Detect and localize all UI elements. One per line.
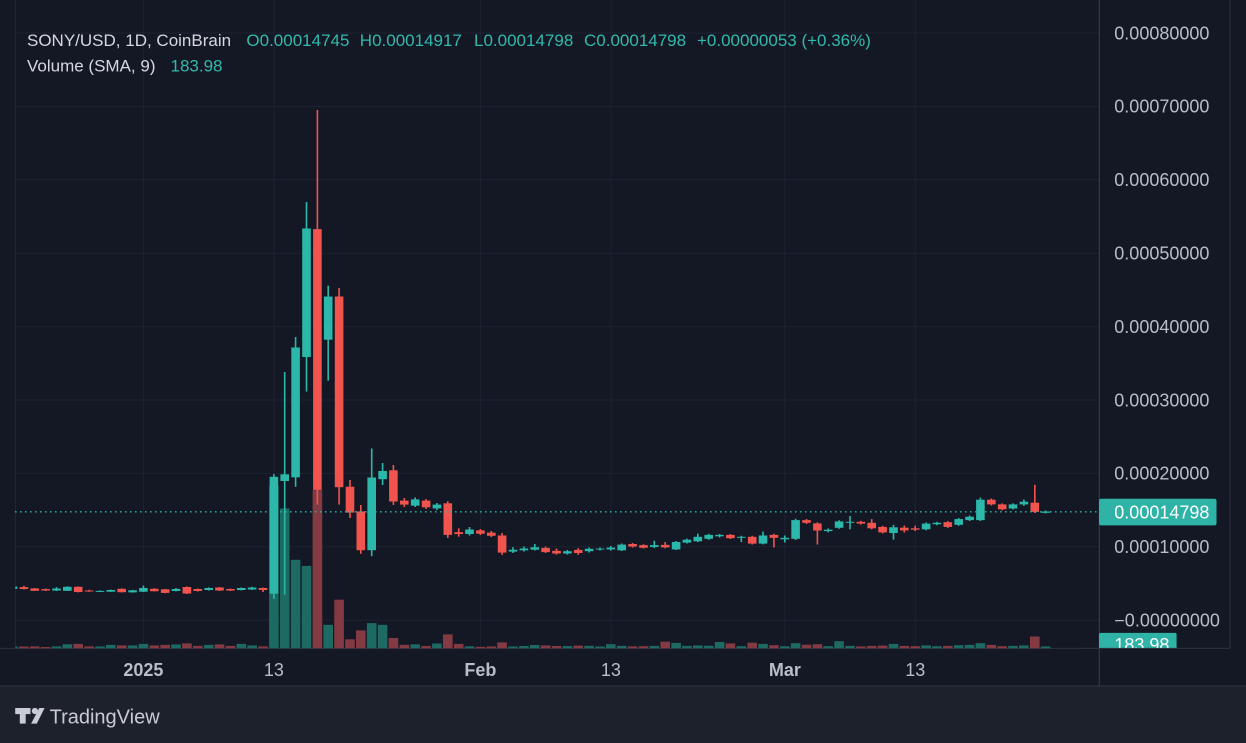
svg-text:183.98: 183.98 [171, 57, 223, 76]
svg-text:0.00080000: 0.00080000 [1114, 23, 1209, 43]
svg-text:0.00014798: 0.00014798 [1114, 502, 1209, 522]
svg-text:2025: 2025 [123, 660, 163, 680]
svg-text:0.00070000: 0.00070000 [1114, 97, 1209, 117]
svg-text:−0.00000000: −0.00000000 [1114, 611, 1220, 631]
svg-text:0.00060000: 0.00060000 [1114, 170, 1209, 190]
svg-text:0.00050000: 0.00050000 [1114, 244, 1209, 264]
svg-text:0.00020000: 0.00020000 [1114, 464, 1209, 484]
svg-text:SONY/USD, 1D, CoinBrain: SONY/USD, 1D, CoinBrain [27, 31, 231, 50]
svg-text:0.00030000: 0.00030000 [1114, 390, 1209, 410]
svg-text:13: 13 [264, 660, 284, 680]
svg-text:Volume (SMA, 9): Volume (SMA, 9) [27, 57, 156, 76]
svg-text:13: 13 [905, 660, 925, 680]
svg-text:Feb: Feb [464, 660, 496, 680]
svg-text:Mar: Mar [769, 660, 801, 680]
svg-text:183.98: 183.98 [1114, 635, 1169, 655]
svg-text:0.00010000: 0.00010000 [1114, 537, 1209, 557]
svg-text:13: 13 [601, 660, 621, 680]
svg-text:TradingView: TradingView [50, 706, 161, 728]
svg-text:0.00040000: 0.00040000 [1114, 317, 1209, 337]
